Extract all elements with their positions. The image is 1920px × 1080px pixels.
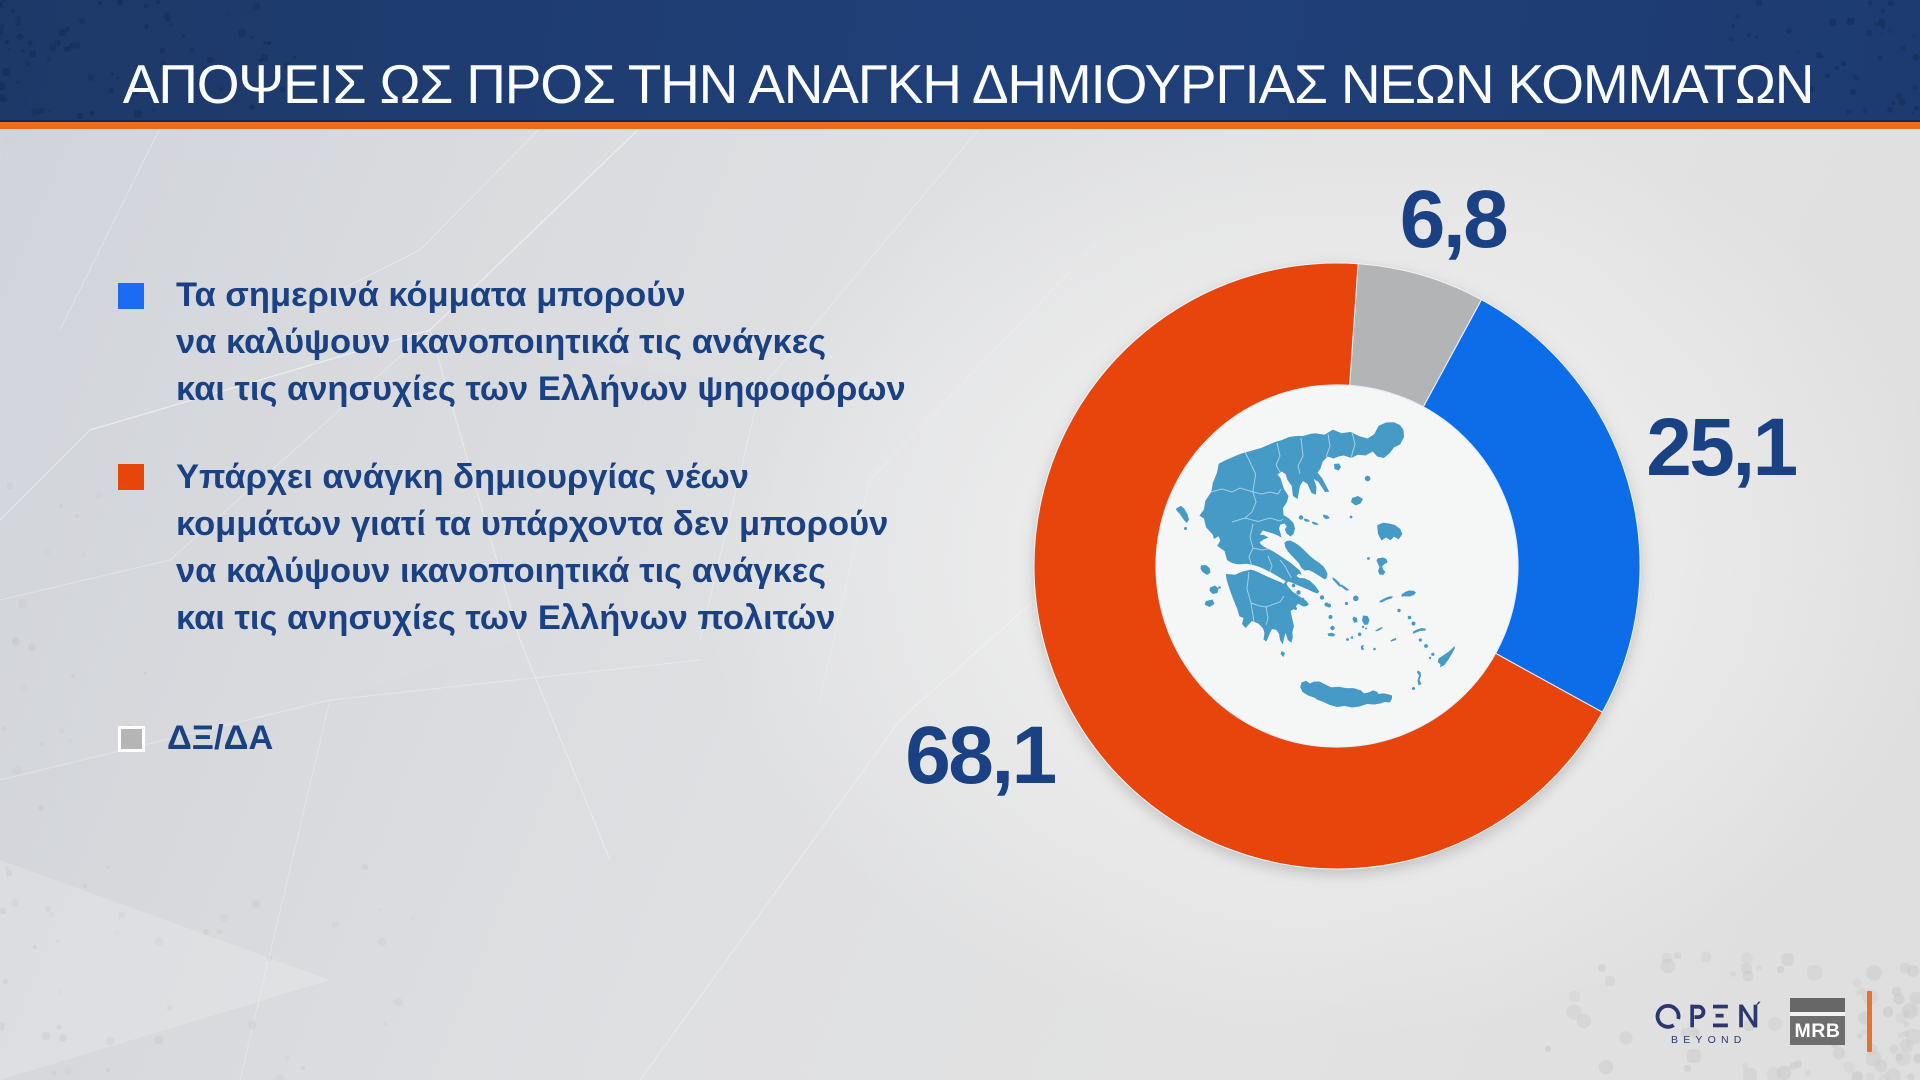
svg-text:BEYOND: BEYOND [1671,1034,1747,1046]
